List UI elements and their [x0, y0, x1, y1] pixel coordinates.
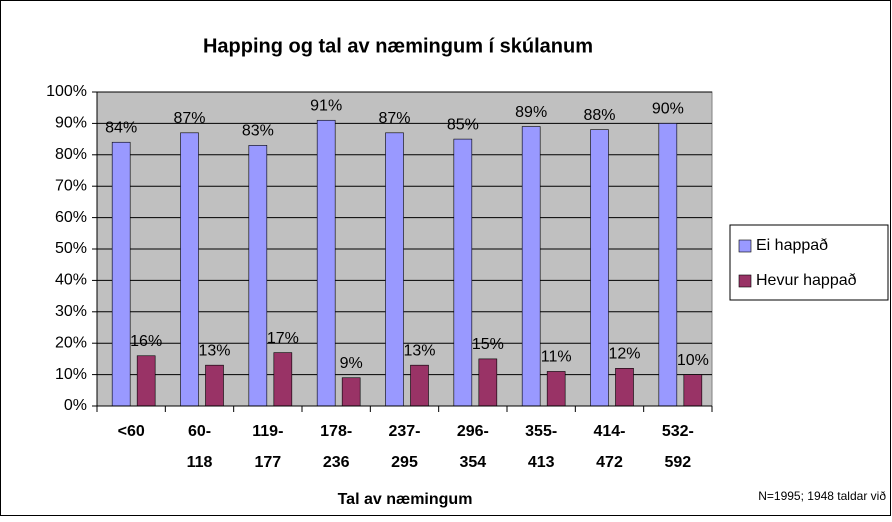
- x-tick-label: 178-236: [320, 423, 352, 471]
- x-tick-label: 414-472: [593, 423, 625, 471]
- data-label: 88%: [583, 107, 615, 124]
- y-tick-label: 100%: [46, 83, 87, 100]
- legend-label: Ei happað: [756, 237, 828, 254]
- chart-title: Happing og tal av næmingum í skúlanum: [203, 35, 593, 57]
- data-label: 90%: [652, 101, 684, 118]
- data-label: 87%: [378, 110, 410, 127]
- x-tick-label: 237-295: [388, 423, 420, 471]
- data-label: 10%: [677, 352, 709, 369]
- y-tick-label: 20%: [55, 334, 87, 351]
- x-tick-label: 119-177: [252, 423, 283, 471]
- bar: [248, 145, 268, 407]
- x-axis-label: Tal av næmingum: [338, 491, 473, 508]
- data-label: 13%: [403, 342, 435, 359]
- bar: [546, 371, 566, 407]
- data-label: 91%: [310, 97, 342, 114]
- x-tick-label: 296-354: [457, 423, 489, 471]
- y-tick-label: 10%: [55, 366, 87, 383]
- x-tick-label: 60-118: [187, 423, 213, 471]
- data-label: 83%: [242, 123, 274, 140]
- data-label: 15%: [472, 336, 504, 353]
- legend-box: [729, 224, 889, 301]
- legend-label: Hevur happað: [756, 272, 857, 289]
- annotation: N=1995; 1948 taldar við: [758, 489, 886, 503]
- bar: [521, 126, 541, 407]
- y-tick-label: 80%: [55, 146, 87, 163]
- bar: [273, 352, 293, 407]
- x-tick-label: <60: [118, 423, 145, 440]
- bar: [478, 358, 498, 407]
- legend: Ei happað Hevur happað: [729, 224, 889, 301]
- data-label: 84%: [105, 119, 137, 136]
- data-label: 89%: [515, 104, 547, 121]
- bar: [590, 129, 609, 407]
- bar: [615, 368, 634, 407]
- legend-swatch: [738, 239, 752, 253]
- bar: [111, 141, 131, 407]
- y-tick-label: 40%: [55, 272, 87, 289]
- x-tick-label: 355-413: [525, 423, 557, 471]
- bar: [658, 123, 678, 407]
- bar: [410, 364, 429, 407]
- y-tick-label: 50%: [55, 240, 87, 257]
- data-label: 16%: [130, 333, 162, 350]
- y-tick-label: 30%: [55, 303, 87, 320]
- y-tick-label: 60%: [55, 209, 87, 226]
- bar: [180, 132, 199, 407]
- bar: [453, 138, 473, 407]
- y-tick-label: 90%: [55, 115, 87, 132]
- bar: [316, 119, 336, 407]
- legend-swatch: [738, 274, 752, 288]
- data-label: 12%: [608, 346, 640, 363]
- y-tick-label: 0%: [64, 397, 87, 414]
- bar: [205, 364, 224, 407]
- bar: [341, 377, 361, 407]
- bar: [136, 355, 156, 407]
- data-label: 11%: [541, 349, 572, 366]
- data-label: 13%: [198, 342, 230, 359]
- data-label: 9%: [340, 355, 363, 372]
- data-label: 85%: [447, 116, 479, 133]
- data-label: 87%: [173, 110, 205, 127]
- data-label: 17%: [267, 330, 299, 347]
- bar: [385, 132, 404, 407]
- x-tick-label: 532-592: [662, 423, 694, 471]
- y-tick-label: 70%: [55, 177, 87, 194]
- bar: [683, 374, 703, 407]
